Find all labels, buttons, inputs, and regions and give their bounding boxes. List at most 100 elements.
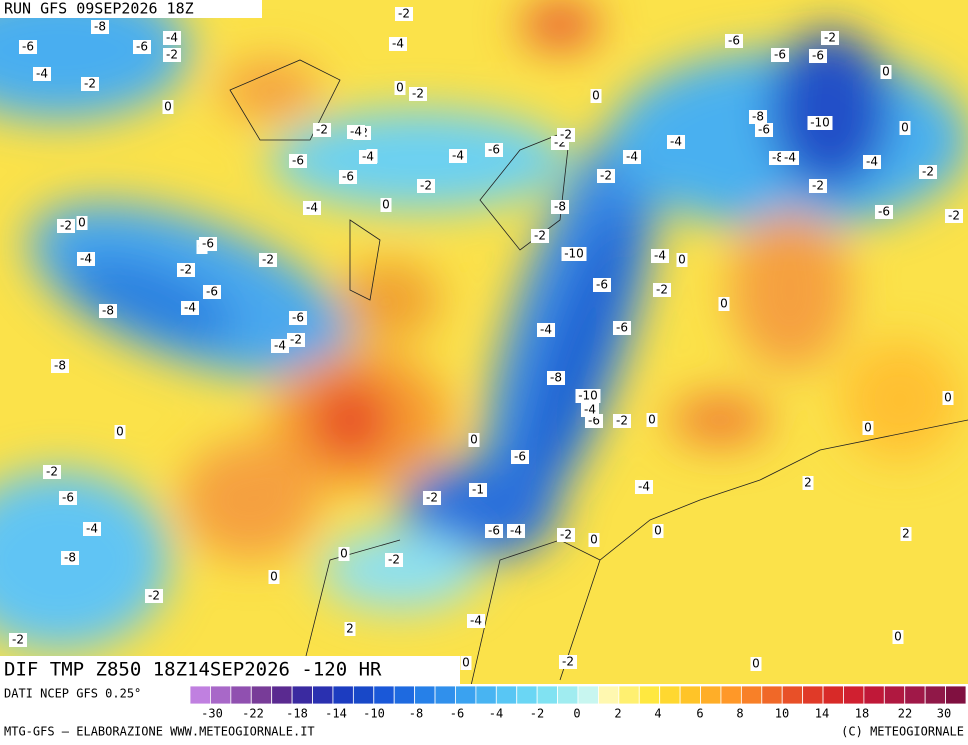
color-swatch xyxy=(312,685,334,705)
contour-label-bg xyxy=(593,278,611,292)
contour-label-bg xyxy=(718,297,730,311)
contour-label-bg xyxy=(781,151,799,165)
contour-label: -8 xyxy=(54,359,66,373)
contour-label-bg xyxy=(635,480,653,494)
contour-label: -6 xyxy=(588,414,600,428)
contour-label-bg xyxy=(423,491,441,505)
contour-label-bg xyxy=(203,285,221,299)
contour-label-bg xyxy=(338,547,350,561)
contour-label: -8 xyxy=(102,304,114,318)
legend-tick-label: 14 xyxy=(815,707,829,721)
title-bg xyxy=(0,656,460,684)
contour-label-bg xyxy=(725,34,743,48)
contour-label: -4 xyxy=(626,150,638,164)
contour-label: -6 xyxy=(514,450,526,464)
contour-label-bg xyxy=(653,283,671,297)
contour-label: -6 xyxy=(488,524,500,538)
contour-label: 0 xyxy=(882,65,890,79)
contour-label-bg xyxy=(61,551,79,565)
contour-label-bg xyxy=(145,589,163,603)
contour-label-bg xyxy=(942,391,954,405)
contour-label: -6 xyxy=(202,237,214,251)
contour-label-bg xyxy=(613,321,631,335)
contour-label: 0 xyxy=(592,89,600,103)
contour-label-bg xyxy=(162,100,174,114)
contour-label: -8 xyxy=(554,200,566,214)
contour-label-bg xyxy=(347,125,365,139)
contour-label: 0 xyxy=(678,253,686,267)
contour-label: -4 xyxy=(36,67,48,81)
contour-label: 2 xyxy=(902,527,910,541)
map-field xyxy=(0,0,968,684)
contour-label-bg xyxy=(385,553,403,567)
color-swatch xyxy=(802,685,824,705)
contour-label: -6 xyxy=(488,143,500,157)
color-swatch xyxy=(700,685,722,705)
contour-label-bg xyxy=(585,414,603,428)
contour-label: -2 xyxy=(560,128,572,142)
color-swatch xyxy=(557,685,579,705)
legend-tick-label: 2 xyxy=(614,707,621,721)
contour-label-bg xyxy=(899,121,911,135)
contour-label: -4 xyxy=(166,31,178,45)
color-swatch xyxy=(843,685,865,705)
color-swatch xyxy=(495,685,518,705)
contour-label: 0 xyxy=(864,421,872,435)
color-swatch xyxy=(924,685,946,705)
contour-label-bg xyxy=(750,657,762,671)
contour-label: -6 xyxy=(758,123,770,137)
contour-label-bg xyxy=(557,528,575,542)
contour-label: -8 xyxy=(752,110,764,124)
contour-label-bg xyxy=(623,150,641,164)
contour-label: -2 xyxy=(166,48,178,62)
legend-tick-label: -2 xyxy=(530,707,544,721)
contour-label: 0 xyxy=(648,413,656,427)
contour-label-bg xyxy=(81,77,99,91)
contour-label: 0 xyxy=(382,198,390,212)
contour-label-bg xyxy=(551,200,569,214)
color-swatch xyxy=(598,685,620,705)
contour-label-bg xyxy=(271,339,289,353)
contour-label: -2 xyxy=(616,414,628,428)
contour-label-bg xyxy=(581,403,599,417)
contour-label-bg xyxy=(531,229,549,243)
contour-label: 0 xyxy=(944,391,952,405)
legend-tick-label: -6 xyxy=(450,707,464,721)
contour-label: -4 xyxy=(540,323,552,337)
contour-label: -2 xyxy=(412,87,424,101)
color-swatch xyxy=(740,685,763,705)
contour-label-bg xyxy=(469,483,487,497)
contour-label: -2 xyxy=(922,165,934,179)
contour-label-bg xyxy=(676,253,688,267)
contour-label: 0 xyxy=(590,533,598,547)
legend-tick-label: -22 xyxy=(242,707,264,721)
contour-label-bg xyxy=(809,179,827,193)
contour-label-bg xyxy=(163,31,181,45)
contour-label-bg xyxy=(807,116,833,130)
contour-label-bg xyxy=(511,450,529,464)
contour-label-bg xyxy=(449,149,467,163)
color-swatch xyxy=(475,685,497,705)
contour-label: -6 xyxy=(596,278,608,292)
contour-label: 2 xyxy=(346,622,354,636)
contour-label: -4 xyxy=(362,150,374,164)
contour-label-bg xyxy=(133,40,151,54)
contour-label: -4 xyxy=(80,252,92,266)
contour-label: -4 xyxy=(784,151,796,165)
legend-tick-label: 10 xyxy=(775,707,789,721)
contour-label-bg xyxy=(485,143,503,157)
legend-tick-label: 18 xyxy=(855,707,869,721)
footer-left: MTG-GFS – ELABORAZIONE WWW.METEOGIORNALE… xyxy=(4,725,315,739)
legend-tick-label: 0 xyxy=(573,707,580,721)
contour-label-bg xyxy=(51,359,69,373)
contour-label: -2 xyxy=(398,7,410,21)
contour-label-bg xyxy=(57,219,75,233)
contour-label: 0 xyxy=(78,216,86,230)
color-swatch xyxy=(863,685,885,705)
contour-label-bg xyxy=(59,491,77,505)
contour-label: -4 xyxy=(670,135,682,149)
contour-label-bg xyxy=(460,656,472,670)
color-swatch xyxy=(904,685,926,705)
color-swatch xyxy=(638,685,661,705)
contour-label-bg xyxy=(507,524,525,538)
